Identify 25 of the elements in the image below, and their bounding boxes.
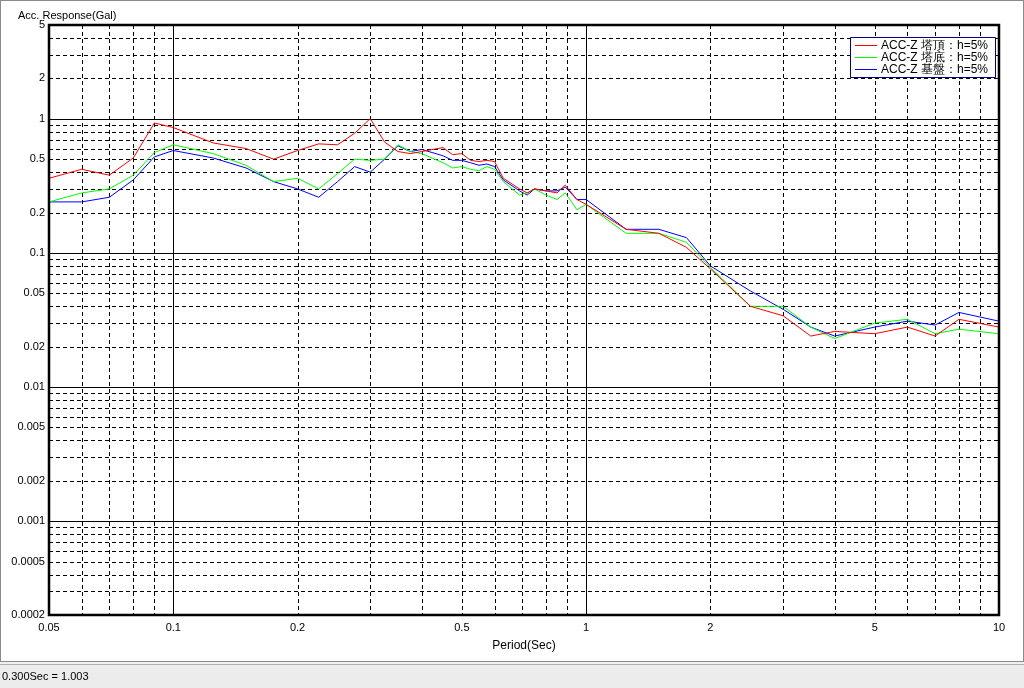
x-tick-label: 1 [583, 620, 590, 633]
y-tick-label: 0.01 [23, 380, 45, 393]
legend-label: ACC-Z 基盤：h=5% [880, 62, 989, 77]
y-tick-label: 0.0002 [11, 608, 45, 621]
x-tick-label: 5 [871, 620, 878, 633]
x-axis-title: Period(Sec) [492, 638, 556, 653]
y-tick-label: 5 [38, 18, 45, 31]
y-tick-label: 0.5 [29, 152, 45, 165]
x-tick-label: 0.2 [289, 620, 306, 633]
y-tick-label: 1 [38, 111, 45, 124]
x-tick-label: 10 [992, 620, 1006, 633]
y-tick-label: 0.1 [29, 245, 45, 258]
y-tick-label: 0.05 [23, 286, 45, 299]
x-tick-label: 2 [707, 620, 714, 633]
y-tick-label: 0.001 [17, 514, 45, 527]
x-tick-label: 0.5 [454, 620, 470, 633]
y-tick-label: 0.005 [17, 420, 45, 433]
text: 0.300Sec = 1.003 [1, 670, 89, 682]
y-tick-label: 0.02 [23, 339, 45, 352]
y-tick-label: 0.2 [29, 205, 45, 218]
x-tick-label: 0.1 [165, 620, 181, 633]
y-tick-label: 0.0005 [11, 554, 45, 567]
y-tick-label: 0.002 [17, 473, 45, 486]
y-tick-label: 2 [38, 71, 45, 84]
y-axis-title: Acc. Response(Gal) [18, 9, 117, 21]
